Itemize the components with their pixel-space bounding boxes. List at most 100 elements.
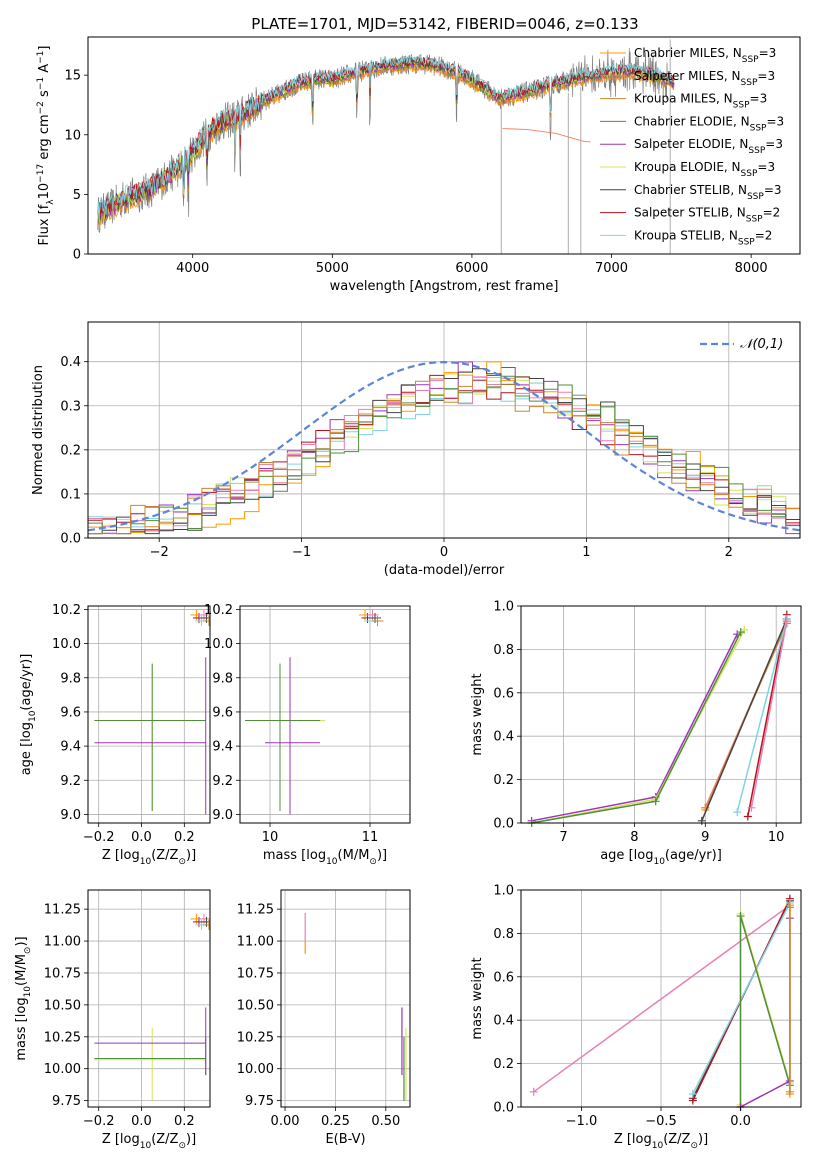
model-spectrum-salpeter_stelib xyxy=(97,55,675,216)
weight-marker-kroupa_stelib xyxy=(733,808,742,817)
y-tick-label: 9.6 xyxy=(60,705,81,720)
model-spectrum-salpeter_miles xyxy=(97,61,675,226)
y-tick-label: 9.8 xyxy=(60,671,81,686)
model-spectrum-chabrier_miles xyxy=(97,62,675,226)
y-tick-label: 10.2 xyxy=(52,603,81,618)
weight-marker-chabrier_elodie xyxy=(736,628,745,637)
y-tick-label: 9.2 xyxy=(212,774,233,789)
age_vs_mass-plot-area xyxy=(245,609,384,815)
weight-line-kroupa_stelib xyxy=(692,902,791,1095)
x-tick-label: 11 xyxy=(362,830,379,845)
axes-frame xyxy=(87,36,801,255)
y-tick-label: 10.0 xyxy=(204,637,233,652)
y-tick-label: 9.2 xyxy=(60,774,81,789)
y-tick-label: 9.4 xyxy=(212,740,233,755)
y-axis-label: Flux [fλ10−17 erg cm−2 s−1 A−1] xyxy=(36,46,56,246)
y-tick-label: 11.00 xyxy=(44,935,81,950)
figure-title: PLATE=1701, MJD=53142, FIBERID=0046, z=0… xyxy=(251,15,638,33)
legend-label-normal: 𝒩(0,1) xyxy=(740,337,783,352)
x-tick-label: 7000 xyxy=(595,261,628,276)
y-axis-label: mass weight xyxy=(470,957,485,1039)
weight-line-kroupa_stelib xyxy=(736,618,788,813)
y-tick-label: 0.4 xyxy=(60,355,81,370)
x-axis-label: mass [log10(M/M⊙)] xyxy=(263,848,387,867)
weight-line-salpeter_elodie xyxy=(740,918,791,1108)
spectrum-plot-area xyxy=(97,39,675,254)
weight-marker-kroupa_miles xyxy=(785,1087,794,1096)
y-tick-label: 10.25 xyxy=(237,1030,274,1045)
y-axis-label: mass weight xyxy=(470,673,485,755)
y-tick-label: 10.2 xyxy=(204,603,233,618)
y-tick-label: 11.00 xyxy=(237,935,274,950)
y-tick-label: 9.75 xyxy=(245,1094,274,1109)
y-tick-label: 9.4 xyxy=(60,740,81,755)
x-tick-label: 0.50 xyxy=(371,1114,400,1129)
y-tick-label: 0.6 xyxy=(493,970,514,985)
y-axis-label: age [log10(age/yr)] xyxy=(19,654,38,776)
age_vs_z-panel: −0.2 0.0 0.2 9.0 9.2 9.4 9.6 9.8 10.0 10.2 Z [log1… xyxy=(19,603,211,867)
y-tick-label: 0.4 xyxy=(493,1014,514,1029)
mass_vs_z-plot-area xyxy=(94,913,210,1101)
x-tick-label: 1 xyxy=(582,545,590,560)
weight-marker-chabrier_elodie xyxy=(651,797,660,806)
x-tick-label: 0.0 xyxy=(131,830,152,845)
weight-line-chabrier_stelib xyxy=(701,618,788,822)
y-tick-label: 0.2 xyxy=(493,773,514,788)
mass_vs_z-panel: −0.2 0.0 0.2 9.75 10.00 10.25 10.50 10.75 11.00 1… xyxy=(14,889,211,1151)
legend-label-salpeter_miles: Salpeter MILES, NSSP=3 xyxy=(634,69,775,88)
x-tick-label: 10 xyxy=(262,830,279,845)
residual-histogram-kroupa_miles xyxy=(88,378,800,535)
x-tick-label: 9 xyxy=(701,830,709,845)
weight-marker-chabrier_stelib xyxy=(697,816,706,825)
x-tick-label: 0.0 xyxy=(730,1114,751,1129)
legend-label-salpeter_stelib: Salpeter STELIB, NSSP=2 xyxy=(634,206,780,225)
weight-line-extra_pink xyxy=(750,621,788,808)
x-axis-label: wavelength [Angstrom, rest frame] xyxy=(330,279,559,294)
x-axis-label: E(B-V) xyxy=(325,1132,365,1147)
spectrum-panel: 4000 5000 6000 7000 8000 0 5 10 15 wavelength [An… xyxy=(36,36,801,294)
y-tick-label: 0.3 xyxy=(60,399,81,414)
residuals-panel: −2 −1 0 1 2 0.0 0.1 0.2 0.3 0.4 (data-model)/error… xyxy=(31,321,801,578)
y-axis-label: mass [log10(M/M⊙)] xyxy=(14,936,33,1060)
axes-frame xyxy=(520,605,802,824)
weight_vs_z-panel: −1.0 −0.5 0.0 0.0 0.2 0.4 0.6 0.8 1.0 Z [log10(Z/… xyxy=(470,884,802,1151)
model-spectrum-chabrier_elodie xyxy=(97,59,675,225)
mass_vs_ebv-plot-area xyxy=(304,912,407,1101)
legend-label-chabrier_stelib: Chabrier STELIB, NSSP=3 xyxy=(634,183,782,202)
axes-frame xyxy=(87,889,211,1108)
x-tick-label: 6000 xyxy=(455,261,488,276)
axes-frame xyxy=(280,889,411,1108)
weight-marker-kroupa_stelib xyxy=(688,1089,697,1098)
x-tick-label: 2 xyxy=(725,545,733,560)
spectrum-legend: Chabrier MILES, NSSP=3 Salpeter MILES, NS… xyxy=(600,46,784,247)
y-tick-label: 0.6 xyxy=(493,686,514,701)
x-tick-label: 0 xyxy=(440,545,448,560)
y-tick-label: 9.6 xyxy=(212,705,233,720)
x-tick-label: 4000 xyxy=(176,261,209,276)
x-tick-label: 7 xyxy=(559,830,567,845)
y-tick-label: 0.2 xyxy=(493,1057,514,1072)
weight-marker-salpeter_stelib xyxy=(743,812,752,821)
x-tick-label: 5000 xyxy=(316,261,349,276)
legend-label-chabrier_miles: Chabrier MILES, NSSP=3 xyxy=(634,46,776,65)
y-tick-label: 9.75 xyxy=(52,1094,81,1109)
x-tick-label: 0.2 xyxy=(174,830,195,845)
weight-line-salpeter_stelib xyxy=(747,614,788,817)
x-tick-label: −0.2 xyxy=(83,830,115,845)
axes-frame xyxy=(239,605,411,824)
x-tick-label: −2 xyxy=(150,545,169,560)
legend-label-salpeter_elodie: Salpeter ELODIE, NSSP=3 xyxy=(634,137,783,156)
y-tick-label: 9.0 xyxy=(212,808,233,823)
legend-label-chabrier_elodie: Chabrier ELODIE, NSSP=3 xyxy=(634,114,784,133)
y-tick-label: 10.50 xyxy=(44,998,81,1013)
y-tick-label: 10.00 xyxy=(44,1062,81,1077)
weight-marker-extra_pink xyxy=(529,1087,538,1096)
x-tick-label: −0.5 xyxy=(645,1114,677,1129)
y-tick-label: 10 xyxy=(64,128,81,143)
weight-marker-kroupa_miles xyxy=(785,903,794,912)
x-axis-label: Z [log10(Z/Z⊙)] xyxy=(102,848,196,867)
y-tick-label: 0.1 xyxy=(60,487,81,502)
y-axis-label: Normed distribution xyxy=(31,365,46,495)
weight-line-chabrier_elodie xyxy=(739,915,791,1107)
